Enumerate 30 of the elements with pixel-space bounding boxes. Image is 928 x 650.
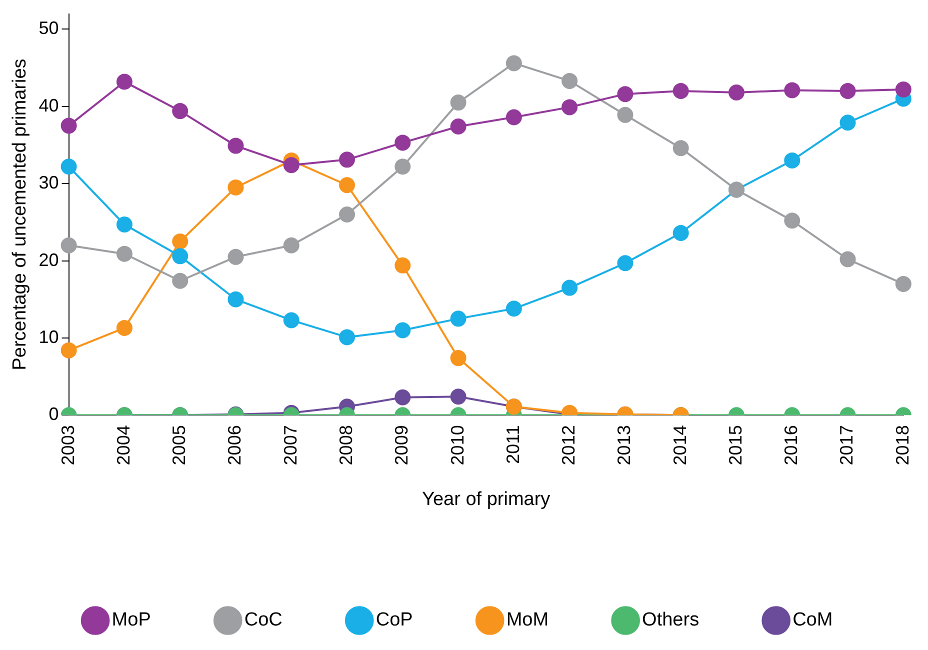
y-tick-label: 50 bbox=[38, 18, 59, 38]
x-tick-label: 2015 bbox=[725, 425, 746, 466]
x-tick-label: 2003 bbox=[58, 425, 78, 466]
x-tick-label: 2018 bbox=[892, 425, 912, 466]
x-tick-label: 2008 bbox=[336, 425, 356, 466]
y-tick-label: 30 bbox=[38, 172, 59, 193]
y-tick-label: 10 bbox=[38, 326, 59, 347]
legend-label: Others bbox=[642, 610, 700, 631]
x-tick-label: 2009 bbox=[392, 425, 412, 466]
x-tick-label: 2017 bbox=[836, 425, 857, 466]
legend-label: MoP bbox=[112, 610, 151, 631]
x-tick-label: 2004 bbox=[113, 425, 134, 466]
legend-label: MoM bbox=[506, 610, 549, 631]
x-tick-label: 2013 bbox=[614, 425, 634, 466]
legend-label: CoC bbox=[244, 610, 282, 631]
x-tick-label: 2016 bbox=[781, 425, 802, 466]
y-tick-label: 20 bbox=[38, 250, 59, 270]
x-tick-label: 2011 bbox=[502, 425, 523, 464]
y-axis-title: Percentage of uncemented primaries bbox=[10, 58, 31, 370]
y-tick-label: 0 bbox=[48, 404, 59, 424]
y-tick-label: 40 bbox=[38, 95, 59, 116]
x-tick-label: 2005 bbox=[169, 425, 190, 466]
x-tick-label: 2012 bbox=[558, 425, 579, 466]
x-tick-label: 2010 bbox=[447, 425, 468, 466]
x-tick-label: 2014 bbox=[670, 425, 690, 466]
x-axis-title: Year of primary bbox=[422, 488, 551, 510]
legend-label: CoM bbox=[792, 610, 833, 631]
x-tick-label: 2006 bbox=[224, 425, 245, 466]
legend-label: CoP bbox=[376, 610, 413, 631]
x-tick-label: 2007 bbox=[280, 425, 300, 466]
